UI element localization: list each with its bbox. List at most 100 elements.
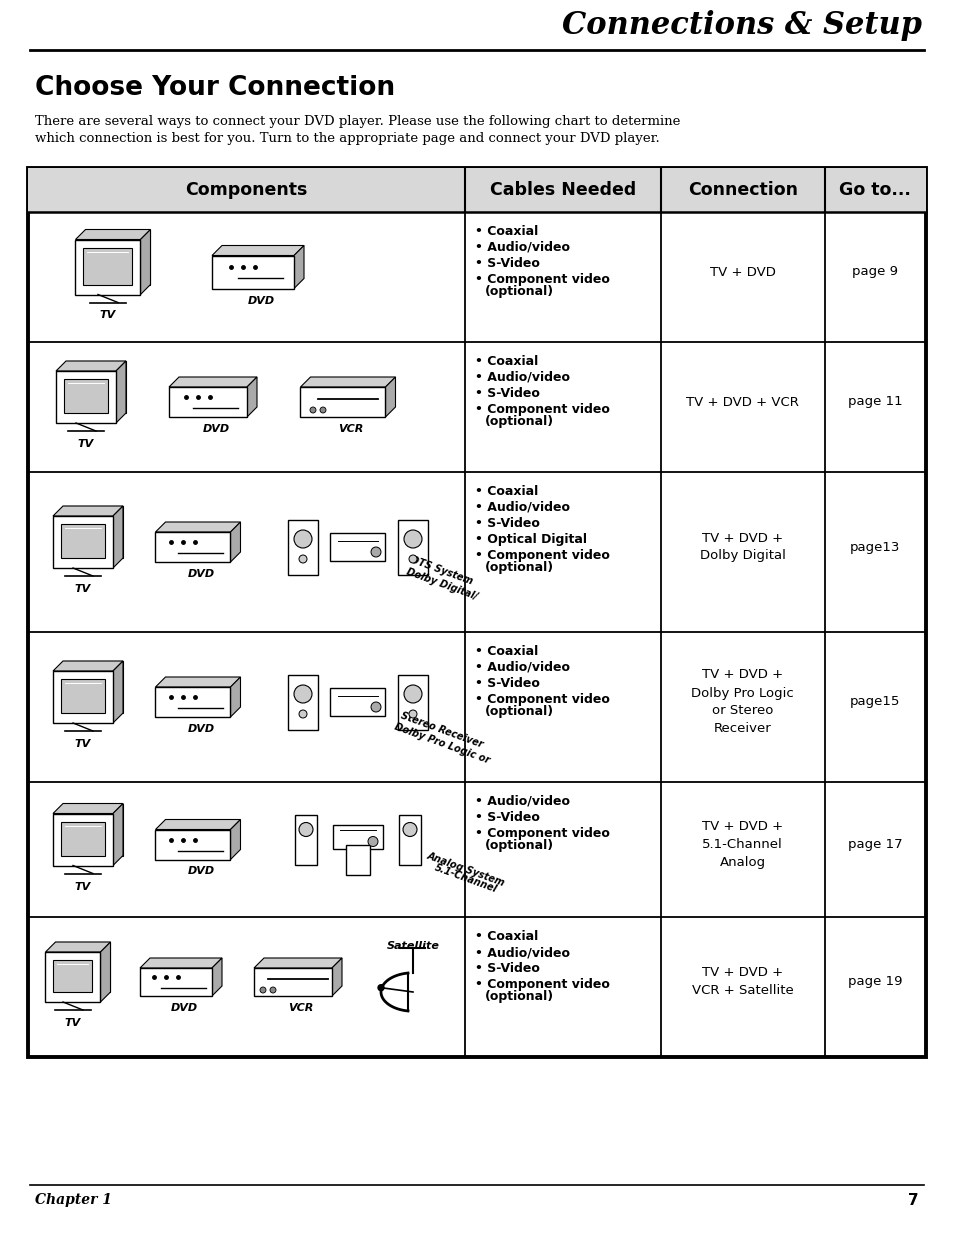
Polygon shape xyxy=(55,942,111,992)
Bar xyxy=(333,825,382,848)
Bar xyxy=(61,680,105,713)
Bar xyxy=(294,815,316,864)
Polygon shape xyxy=(112,804,123,866)
Text: • Coaxial: • Coaxial xyxy=(475,930,538,942)
Text: page 19: page 19 xyxy=(847,976,902,988)
Polygon shape xyxy=(300,377,395,387)
Polygon shape xyxy=(112,506,123,568)
Polygon shape xyxy=(116,361,126,423)
Text: TV + DVD +
Dolby Pro Logic
or Stereo
Receiver: TV + DVD + Dolby Pro Logic or Stereo Rec… xyxy=(691,668,793,735)
Polygon shape xyxy=(63,804,123,856)
Polygon shape xyxy=(53,661,123,671)
Text: • S-Video: • S-Video xyxy=(475,257,539,270)
Text: (optional): (optional) xyxy=(485,285,554,298)
Text: (optional): (optional) xyxy=(485,839,554,852)
Text: • Component video: • Component video xyxy=(475,273,610,286)
Polygon shape xyxy=(53,804,123,813)
Polygon shape xyxy=(100,942,111,1002)
Circle shape xyxy=(368,837,377,847)
Text: 7: 7 xyxy=(907,1193,918,1208)
Text: Analog System: Analog System xyxy=(426,851,506,888)
Circle shape xyxy=(260,987,266,993)
Polygon shape xyxy=(155,820,240,830)
Text: (optional): (optional) xyxy=(485,415,554,428)
Polygon shape xyxy=(112,661,123,723)
Text: DVD: DVD xyxy=(202,424,230,434)
Bar xyxy=(253,968,332,996)
Bar xyxy=(155,687,231,717)
Bar xyxy=(398,815,420,864)
Text: TV: TV xyxy=(74,882,91,892)
Bar xyxy=(397,520,428,574)
Bar xyxy=(28,167,925,1056)
Text: page 9: page 9 xyxy=(851,265,898,279)
Polygon shape xyxy=(63,506,123,558)
Text: Go to...: Go to... xyxy=(839,181,910,198)
Text: • Component video: • Component video xyxy=(475,693,610,706)
Bar xyxy=(84,248,132,284)
Bar xyxy=(155,532,231,562)
Bar xyxy=(75,239,140,295)
Text: TV: TV xyxy=(74,584,91,594)
Polygon shape xyxy=(75,229,151,239)
Bar xyxy=(330,688,385,715)
Text: • Audio/video: • Audio/video xyxy=(475,501,570,515)
Text: DVD: DVD xyxy=(187,724,214,734)
Text: • S-Video: • S-Video xyxy=(475,517,539,529)
Polygon shape xyxy=(66,361,126,413)
Text: DVD: DVD xyxy=(247,295,274,305)
Polygon shape xyxy=(140,959,222,968)
Text: TV + DVD +
VCR + Satellite: TV + DVD + VCR + Satellite xyxy=(691,966,793,997)
Circle shape xyxy=(294,684,312,703)
Text: Dolby Pro Logic or: Dolby Pro Logic or xyxy=(393,722,490,766)
Bar xyxy=(140,968,212,996)
Circle shape xyxy=(298,556,307,563)
Text: TV: TV xyxy=(65,1018,81,1028)
Circle shape xyxy=(294,529,312,548)
Text: Connections & Setup: Connections & Setup xyxy=(561,10,921,41)
Text: • Coaxial: • Coaxial xyxy=(475,485,538,498)
Text: which connection is best for you. Turn to the appropriate page and connect your : which connection is best for you. Turn t… xyxy=(35,131,659,145)
Text: TV: TV xyxy=(74,739,91,749)
Text: • Audio/video: • Audio/video xyxy=(475,241,570,254)
Polygon shape xyxy=(63,661,123,713)
Circle shape xyxy=(402,822,416,837)
Text: 5.1-Channel: 5.1-Channel xyxy=(434,863,498,894)
Text: Choose Your Connection: Choose Your Connection xyxy=(35,74,395,100)
Text: DVD: DVD xyxy=(171,1003,197,1013)
Bar xyxy=(288,520,317,574)
Polygon shape xyxy=(212,959,222,996)
Text: page13: page13 xyxy=(849,541,900,553)
Circle shape xyxy=(270,987,275,993)
Circle shape xyxy=(409,711,416,718)
Text: • Component video: • Component video xyxy=(475,549,610,562)
Circle shape xyxy=(371,702,380,712)
Bar xyxy=(64,379,108,413)
Text: DVD: DVD xyxy=(187,569,214,579)
Circle shape xyxy=(298,822,313,837)
Text: Cables Needed: Cables Needed xyxy=(490,181,636,198)
Polygon shape xyxy=(231,820,240,859)
Text: VCR: VCR xyxy=(288,1003,314,1013)
Bar xyxy=(300,387,385,417)
Text: Stereo Receiver: Stereo Receiver xyxy=(398,711,483,749)
Text: (optional): (optional) xyxy=(485,990,554,1003)
Polygon shape xyxy=(86,229,151,284)
Text: Dolby Digital/: Dolby Digital/ xyxy=(404,567,478,603)
Circle shape xyxy=(409,556,416,563)
Bar xyxy=(53,671,112,723)
Text: • Component video: • Component video xyxy=(475,827,610,839)
Bar xyxy=(212,255,294,289)
Text: • Coaxial: • Coaxial xyxy=(475,355,538,368)
Text: • S-Video: • S-Video xyxy=(475,962,539,975)
Text: • S-Video: • S-Video xyxy=(475,677,539,689)
Bar xyxy=(56,371,116,423)
Text: page 17: page 17 xyxy=(847,838,902,851)
Text: • S-Video: • S-Video xyxy=(475,811,539,825)
Bar xyxy=(61,525,105,558)
Circle shape xyxy=(403,529,421,548)
Text: TV: TV xyxy=(100,310,116,320)
Bar xyxy=(288,675,317,729)
Text: • Coaxial: • Coaxial xyxy=(475,645,538,658)
Text: page15: page15 xyxy=(849,696,900,708)
